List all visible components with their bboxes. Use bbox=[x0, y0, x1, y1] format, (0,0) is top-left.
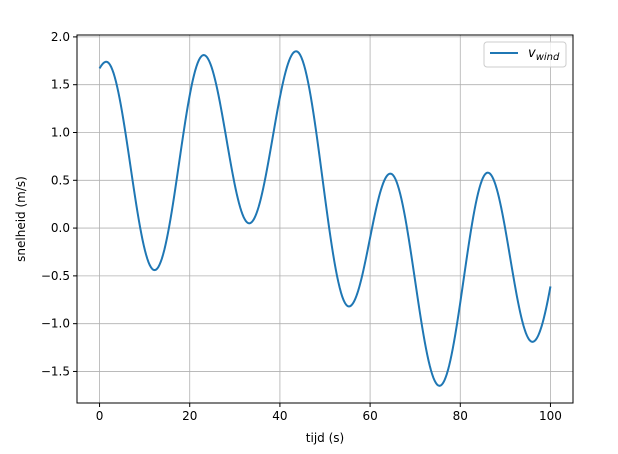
axes-frame bbox=[76, 34, 574, 404]
legend-label-v-wind: vwind bbox=[528, 46, 560, 63]
series-layer bbox=[98, 50, 552, 387]
x-tick-label: 20 bbox=[182, 409, 197, 423]
y-tick-label: −0.5 bbox=[41, 269, 70, 283]
ticks: 0 20 40 60 80 100 −1.5 −1.0 −0.5 0.0 0.5 1.0 1.5 2.0 bbox=[41, 30, 562, 423]
y-tick-label: 1.0 bbox=[51, 125, 70, 139]
y-tick-label: 2.0 bbox=[51, 30, 70, 44]
y-axis-label: snelheid (m/s) bbox=[14, 176, 28, 262]
series-line-v-wind bbox=[98, 50, 552, 387]
legend-label-main: v bbox=[528, 46, 536, 61]
x-tick-label: 0 bbox=[96, 409, 104, 423]
y-tick-label: 1.5 bbox=[51, 78, 70, 92]
legend-label-sub: wind bbox=[536, 52, 560, 63]
x-tick-label: 100 bbox=[539, 409, 562, 423]
grid bbox=[77, 35, 573, 403]
legend: vwind bbox=[483, 41, 567, 68]
y-tick-label: 0.5 bbox=[51, 173, 70, 187]
x-tick-label: 80 bbox=[453, 409, 468, 423]
x-axis-label: tijd (s) bbox=[306, 431, 344, 445]
x-tick-label: 60 bbox=[362, 409, 377, 423]
y-tick-label: −1.0 bbox=[41, 317, 70, 331]
legend-box bbox=[483, 41, 567, 68]
y-tick-label: −1.5 bbox=[41, 364, 70, 378]
x-tick-label: 40 bbox=[272, 409, 287, 423]
y-tick-label: 0.0 bbox=[51, 221, 70, 235]
